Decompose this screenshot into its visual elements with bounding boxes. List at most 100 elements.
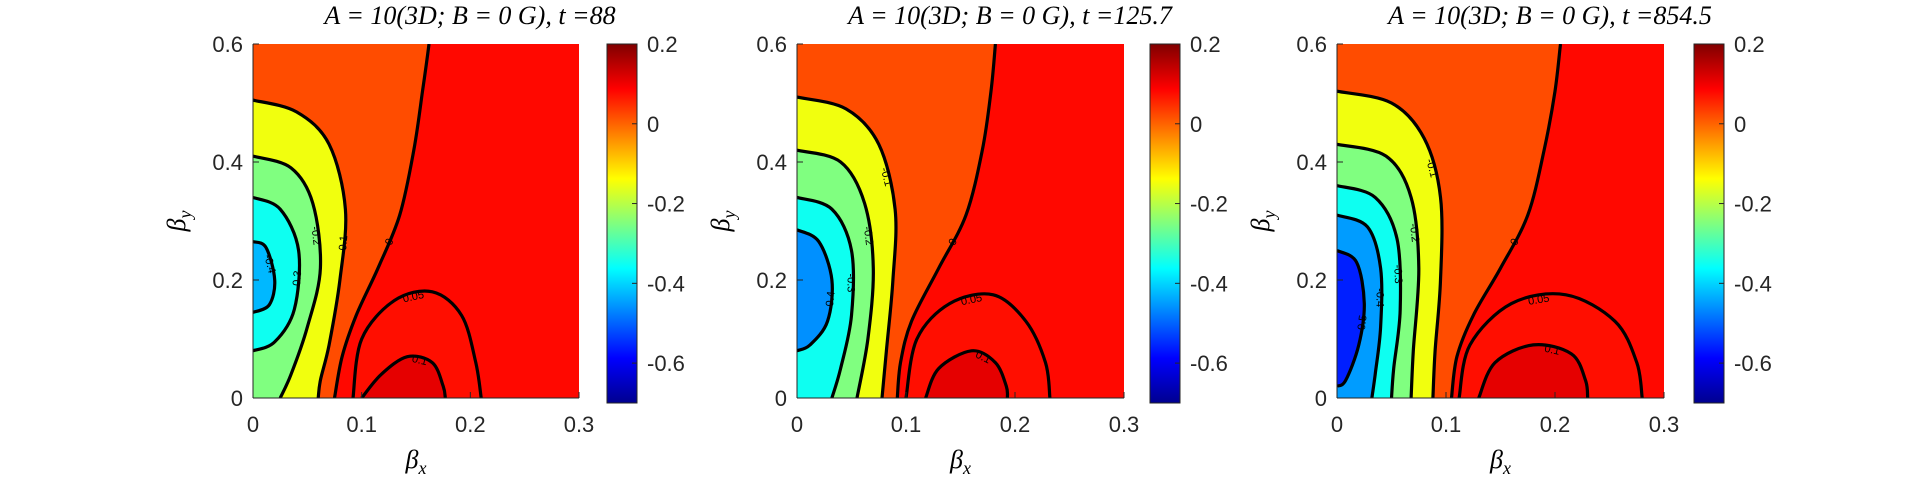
chart-title: A = 10(3D; B = 0 G), t =125.7 (846, 1, 1173, 30)
x-tick-label: 0 (1331, 412, 1343, 437)
contour-label: -0.1 (337, 235, 350, 255)
y-tick-label: 0.2 (756, 268, 787, 293)
x-tick-label: 0.3 (1649, 412, 1680, 437)
contour-label: 0.05 (1527, 293, 1550, 308)
contour-line-0.05 (351, 289, 483, 398)
x-axis-label: βx (1489, 445, 1511, 478)
y-tick-label: 0.6 (212, 32, 243, 57)
contour-line--0.4 (1337, 213, 1384, 398)
colorbar: 0.2 0 -0.2 -0.4 -0.6 (1149, 32, 1228, 404)
x-axis-label: βx (405, 445, 427, 478)
contour-label: -0.5 (1355, 314, 1369, 334)
contour-label: -0.3 (845, 273, 857, 292)
contour-label: -0.4 (1374, 288, 1386, 307)
contour-panel-3: -0.5-0.4-0.3-0.2-0.100.050.10 0.1 0.2 0.300… (1246, 1, 1772, 478)
contour-label: -0.3 (291, 270, 304, 290)
x-tick-label: 0 (247, 412, 259, 437)
negative-region--0.4 (797, 229, 833, 398)
chart-title: A = 10(3D; B = 0 G), t =88 (322, 1, 615, 30)
x-tick-label: 0 (791, 412, 803, 437)
y-tick-label: 0.6 (1296, 32, 1327, 57)
y-tick-label: 0.4 (756, 150, 787, 175)
colorbar: 0.2 0 -0.2 -0.4 -0.6 (606, 32, 685, 404)
x-tick-label: 0.3 (1109, 412, 1140, 437)
contour-line-0.1 (360, 354, 447, 398)
colorbar-tick-label: -0.4 (647, 271, 685, 296)
colorbar-tick-label: -0.2 (1734, 192, 1772, 217)
contour-label: 0.05 (402, 289, 426, 306)
contour-lines: -0.4-0.3-0.2-0.100.050.1 (797, 44, 1052, 398)
colorbar-tick-label: 0 (1734, 112, 1746, 137)
colorbar-tick-label: -0.6 (647, 351, 685, 376)
colorbar-tick-label: -0.2 (1190, 192, 1228, 217)
contour-label: -0.1 (1423, 157, 1440, 178)
x-tick-label: 0.1 (1431, 412, 1462, 437)
y-tick-label: 0 (775, 386, 787, 411)
positive-lobe-0.1 (361, 356, 446, 398)
colorbar-gradient (1693, 43, 1725, 404)
y-tick-label: 0 (1315, 386, 1327, 411)
y-tick-label: 0.2 (212, 268, 243, 293)
contour-label: 0.1 (411, 353, 429, 368)
colorbar-tick-label: -0.6 (1190, 351, 1228, 376)
x-tick-label: 0.2 (455, 412, 486, 437)
colorbar-tick-label: -0.4 (1734, 271, 1772, 296)
filled-field (797, 44, 1124, 398)
y-axis-label: βy (1246, 211, 1279, 233)
chart-title: A = 10(3D; B = 0 G), t =854.5 (1386, 1, 1712, 30)
contour-line--0.4 (797, 228, 834, 353)
colorbar-tick-label: 0 (1190, 112, 1202, 137)
contour-label: -0.3 (1391, 264, 1404, 283)
contour-line--0.3 (253, 195, 302, 353)
contour-label: -0.4 (261, 253, 278, 274)
contour-line--0.2 (1337, 142, 1421, 398)
colorbar-tick-label: 0.2 (1190, 32, 1221, 57)
colorbar-gradient (1149, 43, 1181, 404)
contour-line-0 (1449, 44, 1563, 398)
colorbar-gradient (606, 43, 638, 404)
contour-line-0 (895, 44, 997, 398)
y-axis-label: βy (162, 211, 195, 233)
contour-panel-1: -0.4 -0.3 -0.2 -0.1 0 0.05 0.10 0.1 0.2 0.3 0 0.2 0.… (162, 1, 685, 478)
contour-label: 0 (383, 237, 396, 247)
positive-lobe-0.1 (1478, 344, 1588, 398)
axes: 0 0.1 0.2 0.3 0 0.2 0.4 0.6 (756, 32, 1139, 437)
x-tick-label: 0.3 (564, 412, 595, 437)
y-axis-label: βy (706, 211, 739, 233)
contour-line-0.05 (1457, 292, 1644, 398)
filled-field (1337, 44, 1664, 398)
colorbar-tick-label: 0 (647, 112, 659, 137)
contour-line--0.3 (1337, 184, 1403, 398)
axes: 0 0.1 0.2 0.3 0 0.2 0.4 0.6 (1296, 32, 1679, 437)
colorbar-tick-label: -0.4 (1190, 271, 1228, 296)
x-tick-label: 0.2 (1540, 412, 1571, 437)
y-tick-label: 0.2 (1296, 268, 1327, 293)
y-tick-label: 0 (231, 386, 243, 411)
axes: 0 0.1 0.2 0.3 0 0.2 0.4 0.6 (212, 32, 594, 437)
colorbar-tick-label: -0.2 (647, 192, 685, 217)
x-tick-label: 0.1 (891, 412, 922, 437)
colorbar-tick-label: 0.2 (1734, 32, 1765, 57)
contour-label: 0.1 (1543, 343, 1561, 358)
negative-region--0.4 (253, 241, 275, 398)
contour-line--0.2 (797, 148, 875, 398)
contour-line--0.1 (253, 98, 348, 398)
contour-line-0 (332, 44, 431, 398)
colorbar-tick-label: 0.2 (647, 32, 678, 57)
contour-label: 0.05 (960, 292, 983, 308)
y-tick-label: 0.4 (212, 150, 243, 175)
contour-label: 0 (1508, 237, 1521, 248)
contour-label: -0.2 (861, 226, 875, 246)
y-tick-label: 0.4 (1296, 150, 1327, 175)
colorbar: 0.2 0 -0.2 -0.4 -0.6 (1693, 32, 1772, 404)
contour-label: 0 (946, 237, 959, 248)
negative-region--0.5 (1337, 250, 1365, 398)
contour-line--0.3 (797, 195, 856, 398)
contour-line-0.1 (1477, 343, 1590, 398)
contour-line-0.05 (904, 292, 1052, 398)
contour-panel-2: -0.4 -0.3 -0.2 -0.1 0 0.05 0.10 0.1 0.2 0.3 0 0.2 0.… (706, 1, 1228, 478)
contour-label: -0.1 (878, 166, 894, 187)
contour-line--0.4 (253, 240, 277, 314)
contour-label: -0.2 (1407, 223, 1421, 243)
